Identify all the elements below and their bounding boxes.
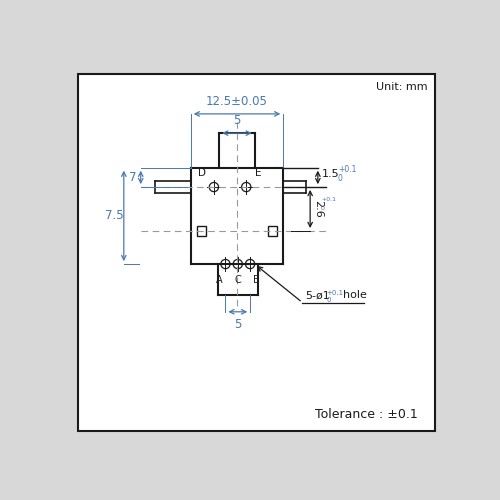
Bar bbox=[268, 226, 277, 235]
Text: 12.5±0.05: 12.5±0.05 bbox=[206, 94, 268, 108]
Text: 0: 0 bbox=[338, 174, 342, 184]
Text: E: E bbox=[256, 168, 262, 178]
Text: 5: 5 bbox=[234, 114, 240, 127]
Text: C: C bbox=[234, 275, 241, 285]
Text: +0.1: +0.1 bbox=[326, 290, 344, 296]
Text: 5-ø1: 5-ø1 bbox=[305, 290, 330, 300]
Text: 2.6: 2.6 bbox=[313, 200, 323, 218]
Text: 0: 0 bbox=[321, 206, 325, 212]
Text: A: A bbox=[216, 275, 222, 285]
Text: Unit: mm: Unit: mm bbox=[376, 82, 427, 92]
Text: Tolerance : ±0.1: Tolerance : ±0.1 bbox=[315, 408, 418, 420]
Text: +0.1: +0.1 bbox=[338, 165, 356, 174]
Text: hole: hole bbox=[344, 290, 367, 300]
Text: 0: 0 bbox=[326, 296, 331, 302]
Bar bbox=[197, 226, 206, 235]
Text: 7: 7 bbox=[130, 171, 137, 184]
Text: B: B bbox=[253, 275, 260, 285]
Text: 7.5: 7.5 bbox=[106, 210, 124, 222]
Text: 1.5: 1.5 bbox=[322, 170, 340, 179]
Text: 5: 5 bbox=[234, 318, 241, 331]
Text: D: D bbox=[198, 168, 205, 178]
Text: +0.1: +0.1 bbox=[321, 198, 336, 202]
